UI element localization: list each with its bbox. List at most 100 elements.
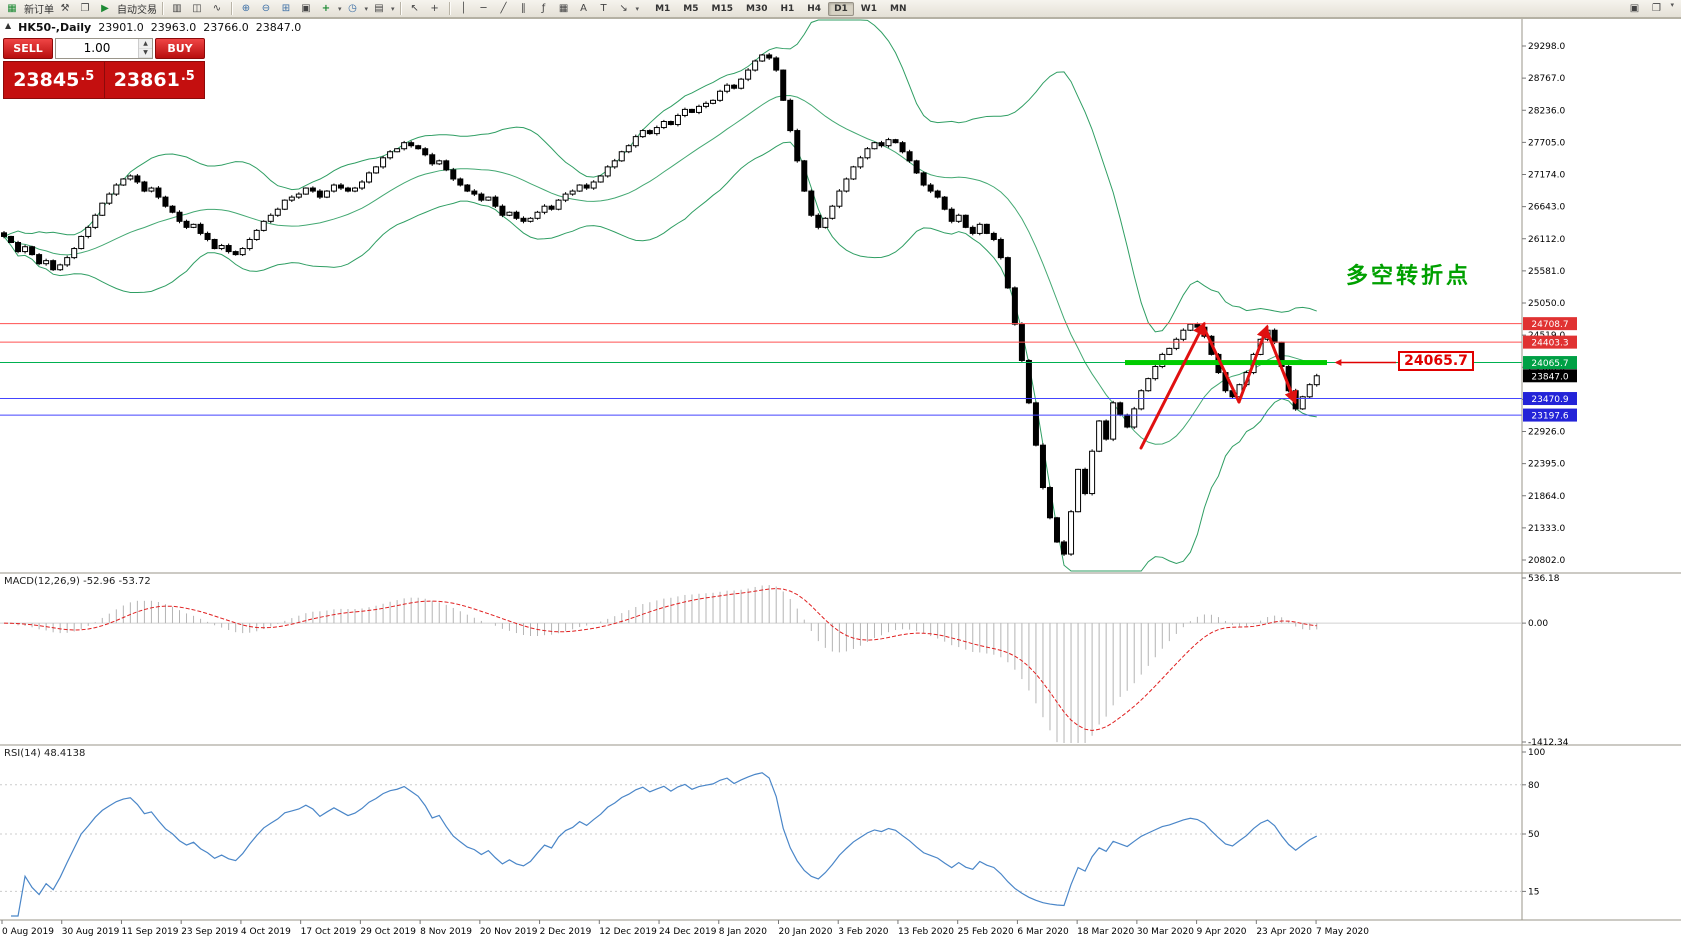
new-window-icon[interactable]: ▣ xyxy=(1629,3,1640,14)
date-axis-label: 30 Aug 2019 xyxy=(62,927,120,937)
expert-icon[interactable]: ⚒ xyxy=(60,3,70,14)
trend-arrow[interactable] xyxy=(1139,321,1206,450)
timeframe-m1[interactable]: M1 xyxy=(655,3,671,14)
highlight-zone-segment[interactable] xyxy=(1125,360,1327,366)
toolbar-separator xyxy=(162,2,163,15)
trendline-icon[interactable]: ╱ xyxy=(500,3,507,14)
candle-body xyxy=(373,166,380,174)
volume-down-icon[interactable]: ▼ xyxy=(139,48,152,58)
template-icon[interactable]: ▤ xyxy=(374,3,384,14)
candle-body xyxy=(801,160,808,192)
candle-body xyxy=(1,232,7,237)
candlestick-chart-icon[interactable]: ◫ xyxy=(192,3,202,14)
trend-arrow[interactable] xyxy=(1265,329,1298,405)
candle-body xyxy=(106,193,113,204)
turning-point-annotation[interactable]: 多空转折点 xyxy=(1346,264,1472,289)
auto-trading-label[interactable]: 自动交易 xyxy=(117,5,157,16)
candle-body xyxy=(850,166,857,180)
arrows-caret-icon[interactable]: ▾ xyxy=(635,4,640,13)
candle-body xyxy=(8,235,15,244)
window-list-icon[interactable]: ❐ xyxy=(1652,3,1661,14)
timeframe-m15[interactable]: M15 xyxy=(711,3,733,14)
bar-chart-icon[interactable]: ▥ xyxy=(172,3,182,14)
grid-icon[interactable]: ▦ xyxy=(558,3,569,14)
arrows-icon[interactable]: ↘ xyxy=(619,3,628,14)
cursor-icon[interactable]: ↖ xyxy=(410,3,419,14)
trend-arrow[interactable] xyxy=(1237,324,1270,404)
candle-body xyxy=(955,214,962,222)
periods-clock-icon[interactable]: ◷ xyxy=(348,3,357,14)
new-order-label[interactable]: 新订单 xyxy=(24,5,54,16)
price-axis-label: 21864.0 xyxy=(1528,492,1565,502)
zoom-in-icon[interactable]: ⊕ xyxy=(241,3,251,14)
window-caret-icon[interactable]: ▾ xyxy=(1670,1,1674,9)
sell-price[interactable]: 23845 .5 xyxy=(4,62,105,98)
collapse-triangle-icon[interactable]: ▲ xyxy=(5,21,12,30)
timeframe-w1[interactable]: W1 xyxy=(860,3,877,14)
candle-body xyxy=(1313,375,1320,386)
candle-body xyxy=(885,139,892,147)
candle-body xyxy=(429,154,436,165)
periods-caret-icon[interactable]: ▾ xyxy=(364,4,369,13)
price-axis-label: 29298.0 xyxy=(1528,42,1565,52)
scroll-icon[interactable]: ▣ xyxy=(301,3,311,14)
timeframe-d1[interactable]: D1 xyxy=(828,1,854,16)
price-tag xyxy=(1523,392,1577,406)
candle-body xyxy=(618,151,625,162)
text-label-icon[interactable]: T xyxy=(600,3,607,14)
date-axis-label: 24 Dec 2019 xyxy=(659,927,717,937)
candle-body xyxy=(1145,378,1152,392)
template-caret-icon[interactable]: ▾ xyxy=(391,4,395,13)
tile-windows-icon[interactable]: ⊞ xyxy=(281,3,291,14)
price-callout-box[interactable]: 24065.7 xyxy=(1398,351,1474,371)
trade-panel-price-row: 23845 .5 23861 .5 xyxy=(3,61,205,99)
price-tag xyxy=(1523,317,1577,331)
candle-body xyxy=(611,160,618,168)
candle-body xyxy=(134,175,141,183)
candle-body xyxy=(1131,408,1138,428)
candle-body xyxy=(934,190,941,198)
timeframe-m5[interactable]: M5 xyxy=(683,3,699,14)
volume-up-icon[interactable]: ▲ xyxy=(139,39,152,49)
candle-body xyxy=(983,223,990,234)
timeframe-h1[interactable]: H1 xyxy=(780,3,795,14)
line-chart-icon[interactable]: ∿ xyxy=(212,3,222,14)
sell-button[interactable]: SELL xyxy=(3,38,53,59)
candle-body xyxy=(1103,420,1110,440)
auto-trading-icon[interactable]: ▶ xyxy=(101,3,109,14)
zoom-out-icon[interactable]: ⊖ xyxy=(261,3,271,14)
new-order-icon[interactable]: ▦ xyxy=(7,3,17,14)
fibonacci-icon[interactable]: ƒ xyxy=(541,3,546,14)
candle-body xyxy=(913,160,920,174)
candle-body xyxy=(674,114,681,126)
candle-body xyxy=(815,214,822,228)
candle-body xyxy=(260,220,267,231)
profile-icon[interactable]: ❐ xyxy=(80,3,90,14)
timeframe-mn[interactable]: MN xyxy=(890,3,907,14)
vertical-line-icon[interactable]: │ xyxy=(460,3,467,14)
candle-body xyxy=(864,148,871,159)
channel-icon[interactable]: ∥ xyxy=(521,3,527,14)
candle-body xyxy=(1096,420,1103,452)
price-axis-label: 27174.0 xyxy=(1528,171,1565,181)
trend-arrow[interactable] xyxy=(1202,326,1241,404)
buy-price[interactable]: 23861 .5 xyxy=(105,62,205,98)
volume-input[interactable]: 1.00 xyxy=(83,41,111,55)
candle-body xyxy=(422,148,429,156)
indicators-icon[interactable]: + xyxy=(321,3,331,14)
timeframe-m30[interactable]: M30 xyxy=(745,3,768,14)
candle-body xyxy=(878,142,885,147)
candle-body xyxy=(780,69,787,101)
indicators-caret-icon[interactable]: ▾ xyxy=(338,4,342,13)
horizontal-line-icon[interactable]: ─ xyxy=(480,3,487,14)
candle-body xyxy=(1117,402,1124,416)
text-icon[interactable]: A xyxy=(580,3,587,14)
one-click-trading-panel: SELL 1.00 ▲ ▼ BUY 23845 .5 23861 .5 xyxy=(3,38,205,99)
crosshair-icon[interactable]: + xyxy=(430,3,439,14)
buy-button[interactable]: BUY xyxy=(155,38,205,59)
timeframe-h4[interactable]: H4 xyxy=(807,3,822,14)
candle-body xyxy=(920,172,927,186)
candle-body xyxy=(450,169,457,180)
